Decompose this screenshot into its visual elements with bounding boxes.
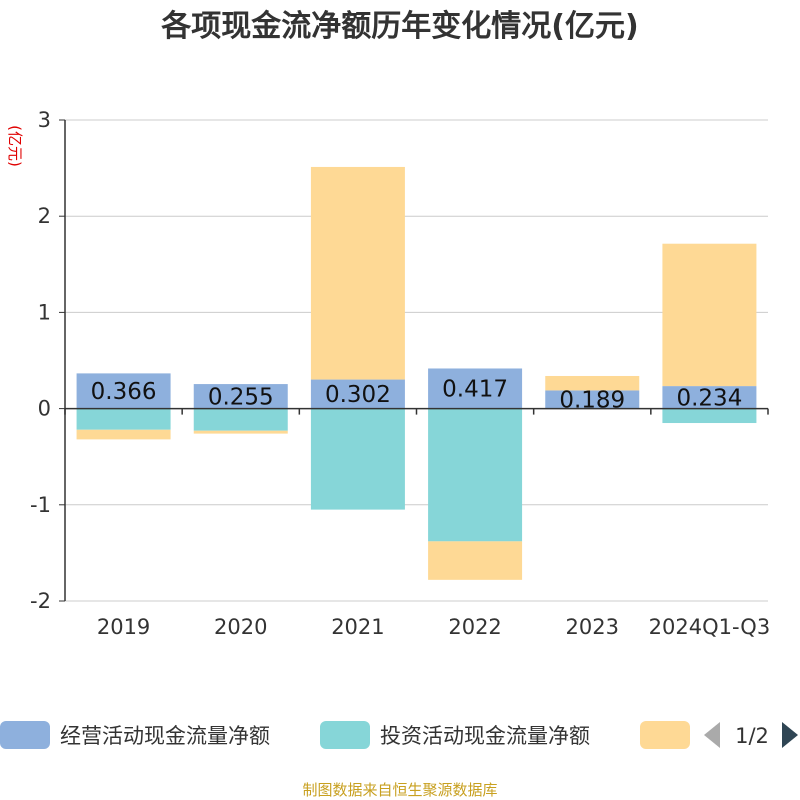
x-tick-label-2019: 2019 xyxy=(97,615,150,639)
bar-series1-2024Q1-Q3 xyxy=(662,386,757,409)
y-tick-label: 0 xyxy=(38,397,51,421)
x-tick-label-2024Q1-Q3: 2024Q1-Q3 xyxy=(649,615,771,639)
pager-prev-icon[interactable] xyxy=(704,722,720,748)
legend-item-3[interactable] xyxy=(640,721,690,749)
data-label-2022: 0.417 xyxy=(442,377,508,403)
legend: 经营活动现金流量净额 投资活动现金流量净额 xyxy=(0,721,690,749)
source-note: 制图数据来自恒生聚源数据库 xyxy=(302,781,497,799)
pager-next-icon[interactable] xyxy=(782,722,798,748)
pager-text: 1/2 xyxy=(735,724,769,748)
x-tick-label-2020: 2020 xyxy=(214,615,267,639)
x-tick-label-2021: 2021 xyxy=(331,615,384,639)
legend-swatch xyxy=(640,721,690,749)
y-tick-label: 2 xyxy=(38,204,51,228)
data-label-2021: 0.302 xyxy=(325,382,391,408)
y-tick-label: -1 xyxy=(30,493,51,517)
data-label-2023: 0.189 xyxy=(559,388,625,414)
data-labels: 0.366 0.255 0.302 0.417 0.189 0.234 xyxy=(91,377,743,414)
y-axis-ticks: 3 2 1 0 -1 -2 xyxy=(30,108,65,613)
bar-series3-2022 xyxy=(428,541,523,580)
bar-series3-2020 xyxy=(193,430,288,434)
bar-series1-2023 xyxy=(545,390,640,409)
y-tick-label: 3 xyxy=(38,108,51,132)
bar-series2-2021 xyxy=(310,408,405,510)
legend-item-2[interactable]: 投资活动现金流量净额 xyxy=(320,721,590,749)
data-label-2024Q1-Q3: 0.234 xyxy=(676,385,742,411)
bars xyxy=(76,166,757,580)
axes xyxy=(64,120,769,601)
chart-title: 各项现金流净额历年变化情况(亿元) xyxy=(160,9,638,44)
bar-series1-2019 xyxy=(76,373,171,409)
bar-series3-2023 xyxy=(545,375,640,391)
bar-series3-2024Q1-Q3 xyxy=(662,243,757,387)
y-axis-unit-label: (亿元) xyxy=(6,125,24,167)
bar-series1-2022 xyxy=(428,368,523,409)
bar-series3-2019 xyxy=(76,429,171,440)
x-tick-label-2023: 2023 xyxy=(566,615,619,639)
bar-series1-2021 xyxy=(310,379,405,409)
y-tick-label: -2 xyxy=(30,589,51,613)
legend-item-1[interactable]: 经营活动现金流量净额 xyxy=(0,721,270,749)
legend-label: 经营活动现金流量净额 xyxy=(60,724,270,748)
legend-pager: 1/2 xyxy=(704,722,798,748)
bar-series2-2022 xyxy=(428,408,523,542)
bar-series2-2019 xyxy=(76,408,171,430)
x-tick-label-2022: 2022 xyxy=(448,615,501,639)
legend-label: 投资活动现金流量净额 xyxy=(380,724,590,748)
y-tick-label: 1 xyxy=(38,300,51,324)
legend-swatch xyxy=(320,721,370,749)
bar-series2-2024Q1-Q3 xyxy=(662,408,757,424)
data-label-2020: 0.255 xyxy=(208,384,274,410)
bar-series3-2021 xyxy=(310,166,405,380)
data-label-2019: 0.366 xyxy=(91,379,157,405)
grid-lines xyxy=(65,119,768,602)
legend-swatch xyxy=(0,721,50,749)
bar-series1-2020 xyxy=(193,384,288,409)
bar-series2-2020 xyxy=(193,408,288,431)
category-labels: 2019 2020 2021 2022 2023 2024Q1-Q3 xyxy=(97,615,770,639)
